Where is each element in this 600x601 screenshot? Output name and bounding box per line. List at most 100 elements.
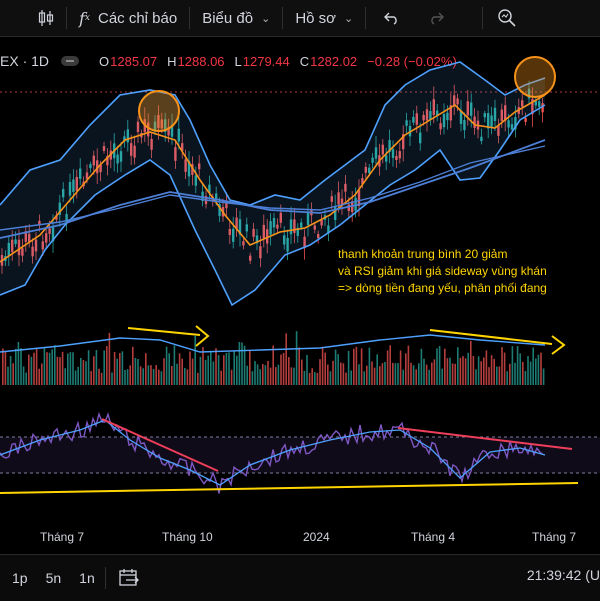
date-range-icon[interactable] (118, 568, 140, 588)
high-value: 1288.06 (177, 53, 225, 69)
volume-bar (327, 364, 329, 385)
range-5d-button[interactable]: 5n (45, 570, 62, 586)
volume-bar (35, 347, 38, 385)
toolbar-divider (482, 7, 484, 29)
candle (293, 219, 296, 233)
volume-bar (251, 371, 254, 385)
candle (504, 105, 507, 121)
candle (232, 228, 235, 242)
volume-bar (493, 358, 495, 385)
candle (429, 111, 432, 120)
candle (439, 123, 442, 130)
candle (14, 239, 17, 245)
volume-bar (490, 355, 493, 385)
volume-bar (134, 357, 137, 385)
volume-bar (410, 362, 412, 385)
price-chart[interactable] (0, 0, 600, 520)
chevron-down-icon: ⌄ (261, 12, 271, 25)
candle (177, 128, 180, 142)
volume-bar (308, 372, 311, 385)
volume-bar (12, 363, 14, 385)
volume-bar (2, 348, 4, 385)
volume-bar (446, 358, 449, 385)
volume-bar (176, 363, 178, 385)
time-axis[interactable]: Tháng 7 Tháng 10 2024 Tháng 4 Tháng 7 (0, 520, 600, 552)
annotation-line-3: => dòng tiền đang yếu, phân phối đang (338, 281, 547, 295)
indicators-label: Các chỉ báo (98, 9, 178, 27)
candle (249, 255, 252, 261)
highlight-circle-left (138, 90, 180, 132)
range-1d-button[interactable]: 1p (12, 570, 28, 586)
candle (453, 95, 456, 107)
candle (58, 202, 61, 215)
symbol-label[interactable]: EX · 1D (0, 53, 50, 69)
candle (116, 154, 119, 164)
candle (419, 132, 422, 144)
candle (497, 125, 500, 136)
volume-bar (285, 333, 287, 385)
candle (527, 88, 531, 99)
volume-bar (241, 342, 243, 385)
volume-bar (311, 368, 313, 385)
candle (480, 136, 483, 142)
candle-style-button[interactable] (0, 0, 62, 36)
toolbar-divider (189, 7, 191, 29)
volume-bar (350, 370, 352, 385)
candle (347, 204, 350, 212)
candle (31, 246, 34, 257)
candle (449, 105, 452, 121)
volume-bar (137, 358, 139, 385)
volume-bar (464, 358, 467, 385)
candle (521, 100, 524, 107)
candle (85, 172, 89, 180)
volume-bar (324, 352, 326, 385)
candle (283, 235, 286, 245)
volume-bar (376, 354, 378, 385)
candle (65, 213, 68, 224)
volume-bar (59, 357, 61, 385)
visibility-toggle-icon[interactable] (61, 56, 80, 66)
candle (446, 112, 449, 121)
volume-bar (181, 358, 183, 385)
volume-bar (275, 367, 277, 385)
rsi-trend-line-right (397, 427, 573, 450)
candlestick-icon (38, 9, 54, 27)
volume-bar (51, 349, 53, 385)
volume-bar (20, 348, 22, 385)
volume-bar (87, 350, 90, 385)
volume-bar (72, 352, 74, 385)
volume-bar (54, 345, 56, 385)
candle (344, 183, 347, 192)
volume-bar (165, 346, 168, 385)
quick-search-button[interactable] (487, 0, 525, 36)
candle (153, 121, 157, 131)
candle (371, 157, 374, 163)
volume-bar (475, 369, 477, 385)
volume-bar (405, 353, 407, 385)
undo-button[interactable] (370, 0, 414, 36)
range-1m-button[interactable]: 1n (79, 570, 95, 586)
candle (289, 219, 293, 235)
volume-bar (532, 347, 534, 385)
rsi-band (0, 437, 600, 473)
volume-bar (38, 368, 40, 385)
volume-bar (7, 366, 9, 385)
volume-bar (334, 349, 337, 385)
redo-button[interactable] (414, 0, 458, 36)
volume-bar (103, 350, 105, 385)
chart-menu-button[interactable]: Biểu đồ ⌄ (194, 0, 278, 36)
volume-bar (249, 350, 251, 385)
candle (208, 184, 211, 193)
candle (538, 101, 541, 107)
profile-menu-button[interactable]: Hồ sơ ⌄ (287, 0, 361, 36)
volume-bar (529, 361, 532, 385)
candle (106, 155, 109, 166)
volume-bar (202, 347, 204, 385)
highlight-circle-right (514, 56, 556, 98)
candle (167, 127, 170, 136)
volume-bar (160, 371, 163, 385)
volume-bar (106, 346, 108, 385)
volume-bar (233, 350, 235, 385)
volume-bar (319, 359, 321, 385)
